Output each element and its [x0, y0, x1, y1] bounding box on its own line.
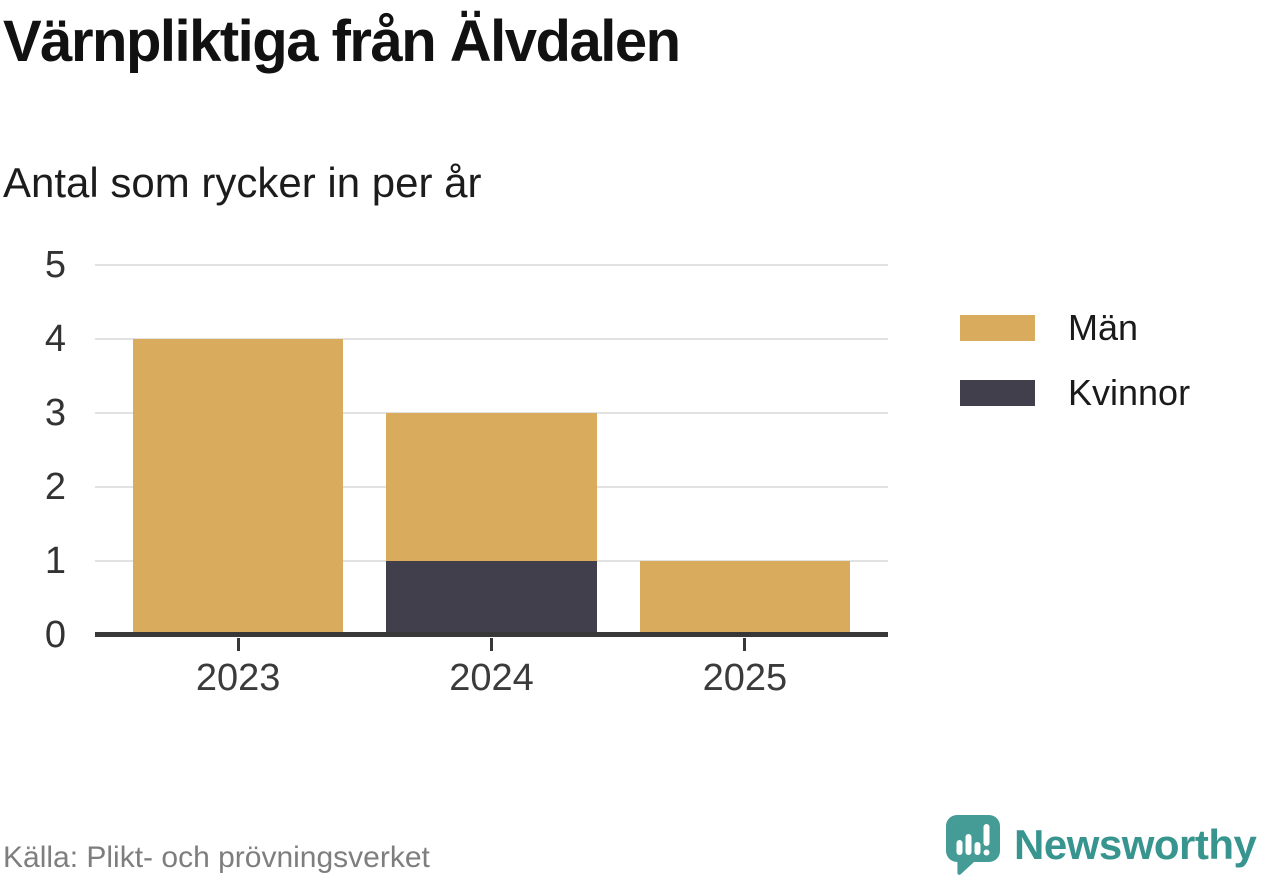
y-axis-tick-label-5: 5 — [44, 244, 66, 286]
newsworthy-speech-bubble-chart-icon — [946, 815, 1000, 875]
legend-swatch-kvinnor — [960, 380, 1035, 406]
chart-subtitle: Antal som rycker in per år — [3, 159, 482, 206]
legend-item-kvinnor: Kvinnor — [960, 375, 1190, 411]
exclamation-dot — [983, 849, 990, 856]
speech-bubble-shape — [946, 815, 1000, 875]
plot-area — [95, 264, 888, 637]
y-axis-tick-label-1: 1 — [44, 540, 66, 582]
chart-bar-1 — [956, 840, 963, 855]
legend-swatch-män — [960, 315, 1035, 341]
legend-label-män: Män — [1068, 307, 1139, 348]
x-axis-tick-mark-2023 — [236, 638, 240, 651]
x-axis-tick-label-2024: 2024 — [449, 657, 534, 699]
source-caption: Källa: Plikt- och prövningsverket — [3, 841, 430, 874]
chart-title: Värnpliktiga från Älvdalen — [3, 9, 681, 74]
chart-bar-2 — [965, 834, 972, 855]
legend-item-män: Män — [960, 310, 1190, 346]
y-axis-tick-label-4: 4 — [44, 318, 66, 360]
logo-wordmark: Newsworthy — [1014, 821, 1257, 868]
x-axis-tick-label-2025: 2025 — [702, 657, 788, 699]
y-axis-tick-label-3: 3 — [44, 392, 66, 434]
newsworthy-logo: Newsworthy — [946, 815, 1257, 876]
gridline-5 — [95, 264, 888, 266]
y-axis-tick-label-2: 2 — [44, 466, 66, 508]
y-axis: 0 1 2 3 4 5 — [0, 246, 66, 654]
y-axis-tick-label-0: 0 — [44, 614, 66, 656]
x-axis-tick-mark-2025 — [743, 638, 747, 651]
bar-segment-män-2025 — [639, 561, 850, 635]
bar-segment-män-2023 — [133, 339, 344, 635]
bar-segment-kvinnor-2024 — [386, 561, 597, 635]
gridline-4 — [95, 338, 888, 340]
bar-segment-män-2024 — [386, 413, 597, 561]
x-axis-tick-mark-2024 — [490, 638, 493, 651]
legend-label-kvinnor: Kvinnor — [1068, 372, 1191, 413]
legend: Män Kvinnor — [960, 310, 1190, 440]
exclamation-bar — [983, 824, 990, 846]
x-axis-line — [95, 632, 888, 637]
x-axis-tick-label-2023: 2023 — [195, 657, 281, 699]
x-axis: 2023 2024 2025 — [95, 635, 888, 710]
chart-bar-3 — [974, 842, 981, 855]
